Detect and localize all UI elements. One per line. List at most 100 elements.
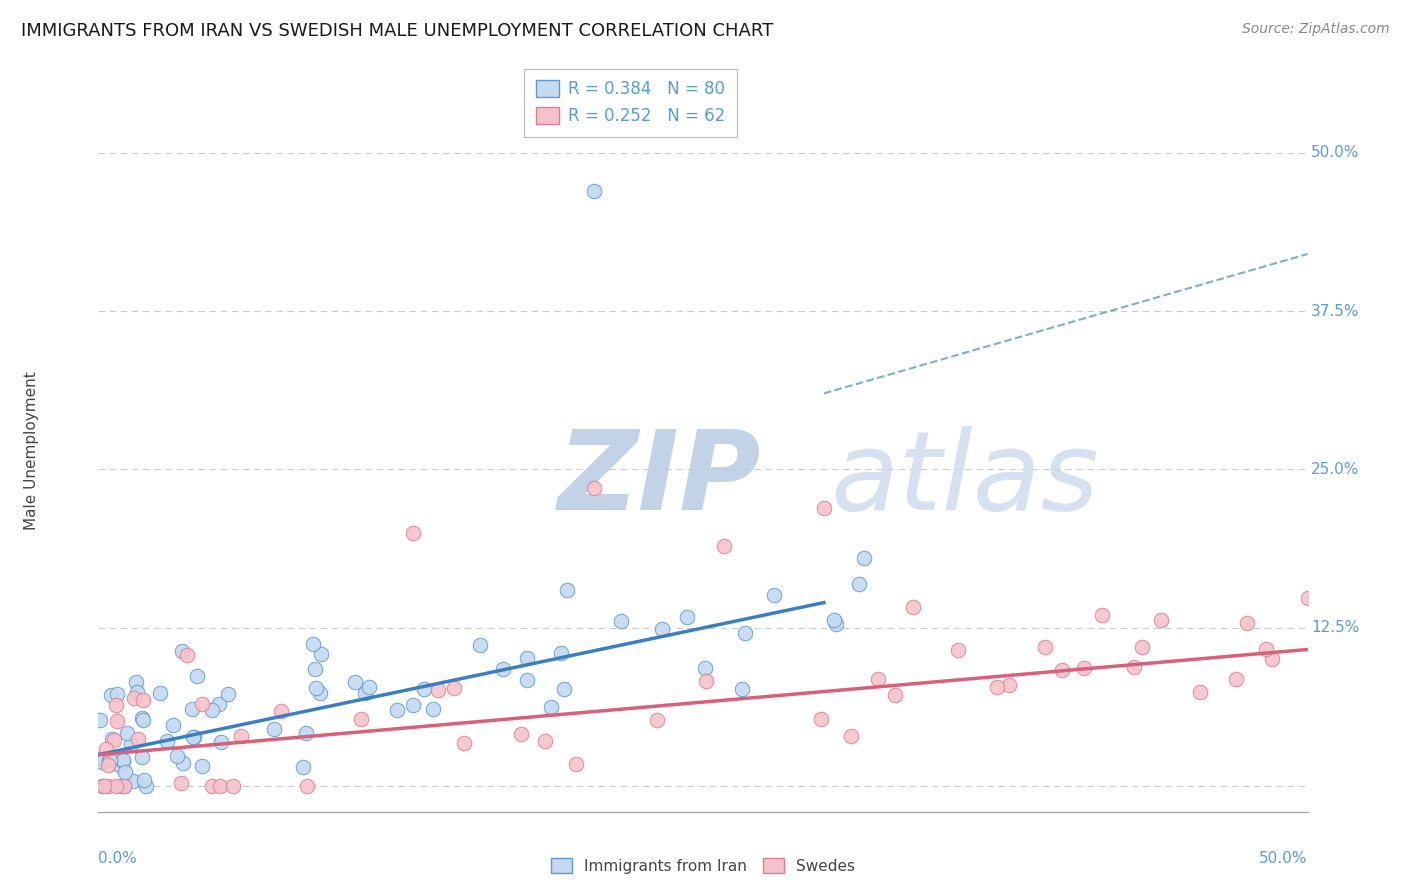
Point xyxy=(695,673,717,688)
Point xyxy=(183,731,205,745)
Point xyxy=(713,539,735,553)
Point xyxy=(645,713,668,727)
Point xyxy=(583,184,606,198)
Point xyxy=(453,736,475,750)
Point xyxy=(555,582,578,597)
Point xyxy=(270,704,292,718)
Point xyxy=(509,727,531,741)
Point xyxy=(550,646,572,660)
Point xyxy=(443,681,465,695)
Legend: R = 0.384   N = 80, R = 0.252   N = 62: R = 0.384 N = 80, R = 0.252 N = 62 xyxy=(524,69,737,136)
Point xyxy=(1130,640,1153,654)
Point xyxy=(181,702,204,716)
Point xyxy=(172,756,194,770)
Text: atlas: atlas xyxy=(830,425,1098,533)
Point xyxy=(1189,685,1212,699)
Point xyxy=(305,681,328,695)
Text: IMMIGRANTS FROM IRAN VS SWEDISH MALE UNEMPLOYMENT CORRELATION CHART: IMMIGRANTS FROM IRAN VS SWEDISH MALE UNE… xyxy=(21,22,773,40)
Point xyxy=(209,735,232,749)
Point xyxy=(997,677,1019,691)
Text: 25.0%: 25.0% xyxy=(1312,462,1360,477)
Point xyxy=(176,648,198,663)
Point xyxy=(651,622,673,636)
Point xyxy=(105,714,128,728)
Point xyxy=(132,714,155,728)
Point xyxy=(343,675,366,690)
Point xyxy=(946,643,969,657)
Text: 50.0%: 50.0% xyxy=(1312,145,1360,160)
Point xyxy=(824,616,846,631)
Point xyxy=(302,637,325,651)
Point xyxy=(1050,663,1073,677)
Point xyxy=(208,780,231,794)
Point xyxy=(90,755,112,769)
Point xyxy=(105,698,128,712)
Text: 12.5%: 12.5% xyxy=(1312,621,1360,635)
Point xyxy=(201,780,224,794)
Point xyxy=(553,682,575,697)
Point xyxy=(169,776,191,790)
Point xyxy=(762,587,785,601)
Point xyxy=(91,750,114,764)
Point xyxy=(295,725,318,739)
Point xyxy=(1091,608,1114,623)
Point xyxy=(309,686,332,700)
Point xyxy=(309,647,332,661)
Point xyxy=(1073,661,1095,675)
Point xyxy=(110,780,132,794)
Point xyxy=(105,687,128,701)
Point xyxy=(104,780,127,794)
Point xyxy=(676,610,699,624)
Point xyxy=(208,697,231,711)
Text: ZIP: ZIP xyxy=(558,425,762,533)
Point xyxy=(103,733,125,747)
Point xyxy=(155,734,177,748)
Point xyxy=(166,749,188,764)
Point xyxy=(97,780,120,794)
Point xyxy=(98,753,121,767)
Point xyxy=(901,599,924,614)
Point xyxy=(97,753,120,767)
Point xyxy=(868,673,890,687)
Point xyxy=(1236,616,1258,631)
Point xyxy=(534,734,557,748)
Point xyxy=(1123,660,1146,674)
Point xyxy=(350,712,373,726)
Point xyxy=(385,702,408,716)
Point xyxy=(131,710,153,724)
Point xyxy=(186,669,208,683)
Point xyxy=(114,780,136,794)
Point xyxy=(1254,642,1277,657)
Point xyxy=(117,726,139,740)
Point xyxy=(1150,613,1173,627)
Point xyxy=(132,693,155,707)
Point xyxy=(986,680,1008,694)
Point xyxy=(149,685,172,699)
Point xyxy=(695,661,717,675)
Point xyxy=(112,780,135,794)
Point xyxy=(292,759,315,773)
Text: Male Unemployment: Male Unemployment xyxy=(24,371,39,530)
Point xyxy=(114,764,136,779)
Point xyxy=(426,683,449,698)
Point xyxy=(101,732,124,747)
Point xyxy=(93,780,115,794)
Point xyxy=(884,689,907,703)
Point xyxy=(354,686,377,700)
Point xyxy=(200,703,222,717)
Point xyxy=(1033,640,1056,654)
Point xyxy=(172,644,194,658)
Point xyxy=(134,773,156,788)
Text: 0.0%: 0.0% xyxy=(98,852,138,866)
Point xyxy=(734,626,756,640)
Point xyxy=(839,729,862,743)
Point xyxy=(191,697,214,711)
Point xyxy=(413,682,436,697)
Text: 50.0%: 50.0% xyxy=(1260,852,1308,866)
Point xyxy=(111,754,134,768)
Point xyxy=(229,729,252,743)
Point xyxy=(583,482,606,496)
Point xyxy=(422,702,444,716)
Point xyxy=(108,757,131,772)
Point xyxy=(90,780,112,794)
